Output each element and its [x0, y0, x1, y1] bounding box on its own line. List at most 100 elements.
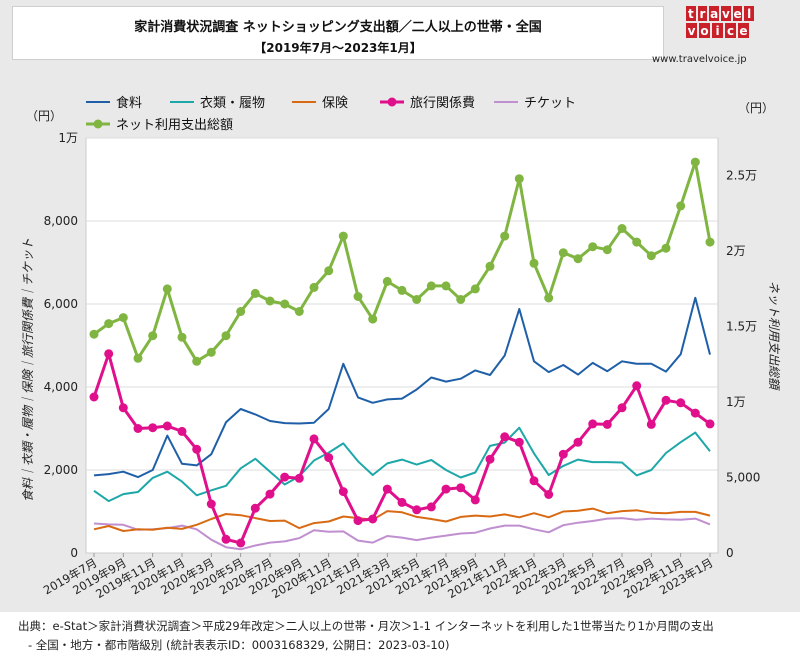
data-point [705, 419, 715, 429]
logo-letter: c [725, 23, 736, 38]
data-point [397, 497, 407, 507]
data-point [250, 288, 260, 298]
data-point [353, 292, 363, 301]
data-point [632, 237, 642, 247]
data-point [221, 534, 231, 544]
left-tick-label: 2,000 [44, 463, 78, 477]
right-tick-label: 1万 [726, 395, 746, 409]
data-point [382, 276, 392, 286]
source-line-2: - 全国・地方・都市階級別 (統計表表示ID：0003168329, 公開日：2… [28, 638, 450, 652]
right-tick-label: 2万 [726, 244, 746, 258]
data-point [485, 454, 495, 464]
data-point [544, 293, 554, 303]
legend-item: チケット [494, 96, 576, 111]
data-point [632, 381, 642, 391]
data-point [104, 349, 114, 359]
data-point [470, 495, 480, 505]
data-point [382, 484, 392, 494]
legend-item: 食料 [86, 95, 142, 111]
data-point [236, 538, 246, 548]
data-point [426, 502, 436, 512]
data-point [250, 503, 260, 513]
logo-letter: v [721, 6, 731, 21]
data-point [397, 285, 407, 295]
data-point [441, 484, 451, 494]
logo-letter: a [709, 6, 720, 21]
data-point [338, 487, 348, 497]
data-point [500, 432, 510, 442]
right-tick-label: 1.5万 [726, 320, 757, 334]
data-point [617, 403, 627, 413]
data-point [368, 514, 378, 524]
left-tick-label: 8,000 [44, 214, 78, 228]
series-1 [93, 426, 711, 503]
logo-url: www.travelvoice.jp [652, 54, 747, 65]
legend-label: 衣類・履物 [200, 95, 265, 111]
data-point [558, 449, 568, 459]
logo-letter: i [712, 23, 723, 38]
data-point [162, 421, 172, 431]
logo-letter: e [732, 6, 743, 21]
left-tick-label: 1万 [58, 131, 78, 145]
data-point [573, 254, 583, 264]
data-point [133, 353, 143, 363]
data-point [529, 258, 539, 268]
series-4 [93, 517, 711, 551]
legend-label: 保険 [322, 96, 348, 111]
data-point [89, 392, 99, 402]
data-point [148, 331, 158, 341]
data-point [470, 284, 480, 294]
data-point [412, 295, 422, 304]
left-tick-label: 4,000 [44, 380, 78, 394]
data-point [309, 434, 319, 444]
series-3 [89, 349, 715, 548]
chart-title: 家計消費状況調査 ネットショッピング支出額／二人以上の世帯・全国 [134, 20, 542, 35]
plot-area [85, 137, 719, 554]
legend-marker [93, 119, 103, 129]
left-tick-label: 0 [70, 546, 78, 560]
series-5 [89, 157, 715, 366]
data-point [661, 395, 671, 405]
data-point [588, 419, 598, 429]
data-point [206, 499, 216, 509]
data-point [456, 483, 466, 493]
series-2 [93, 507, 711, 532]
data-point [529, 476, 539, 486]
legend-item: 衣類・履物 [170, 95, 265, 111]
logo-letter: r [697, 6, 708, 21]
data-point [705, 237, 715, 247]
legend-marker [387, 97, 397, 107]
series-line [93, 426, 711, 503]
data-point [690, 408, 700, 418]
data-point [309, 282, 319, 292]
data-point [573, 437, 583, 447]
right-axis-label: ネット利用支出総額 [767, 281, 781, 391]
data-point [676, 398, 686, 408]
data-point [192, 356, 202, 366]
data-point [353, 516, 363, 526]
data-point [221, 331, 231, 341]
data-point [148, 423, 158, 433]
right-tick-label: 2.5万 [726, 169, 757, 183]
data-point [338, 231, 348, 241]
right-axis-unit: （円） [738, 101, 774, 115]
data-point [514, 437, 524, 447]
data-point [602, 419, 612, 429]
source-line-1: 出典：e-Stat＞家計消費状況調査＞平成29年改定＞二人以上の世帯・月次＞1-… [18, 619, 714, 633]
data-point [617, 224, 627, 233]
logo-letter: o [699, 23, 710, 38]
legend-label: 食料 [116, 95, 142, 111]
data-point [177, 426, 187, 436]
data-point [133, 424, 143, 433]
data-point [280, 472, 290, 482]
data-point [588, 242, 598, 252]
series-0 [93, 296, 711, 479]
data-point [426, 281, 436, 291]
chart-period: 【2019年7月〜2023年1月】 [254, 41, 422, 55]
source-footer: 出典：e-Stat＞家計消費状況調査＞平成29年改定＞二人以上の世帯・月次＞1-… [0, 612, 800, 666]
left-axis-label: 食料｜衣類・履物｜保険｜旅行関係費｜チケット [21, 238, 35, 502]
data-point [558, 248, 568, 258]
data-point [324, 266, 334, 276]
